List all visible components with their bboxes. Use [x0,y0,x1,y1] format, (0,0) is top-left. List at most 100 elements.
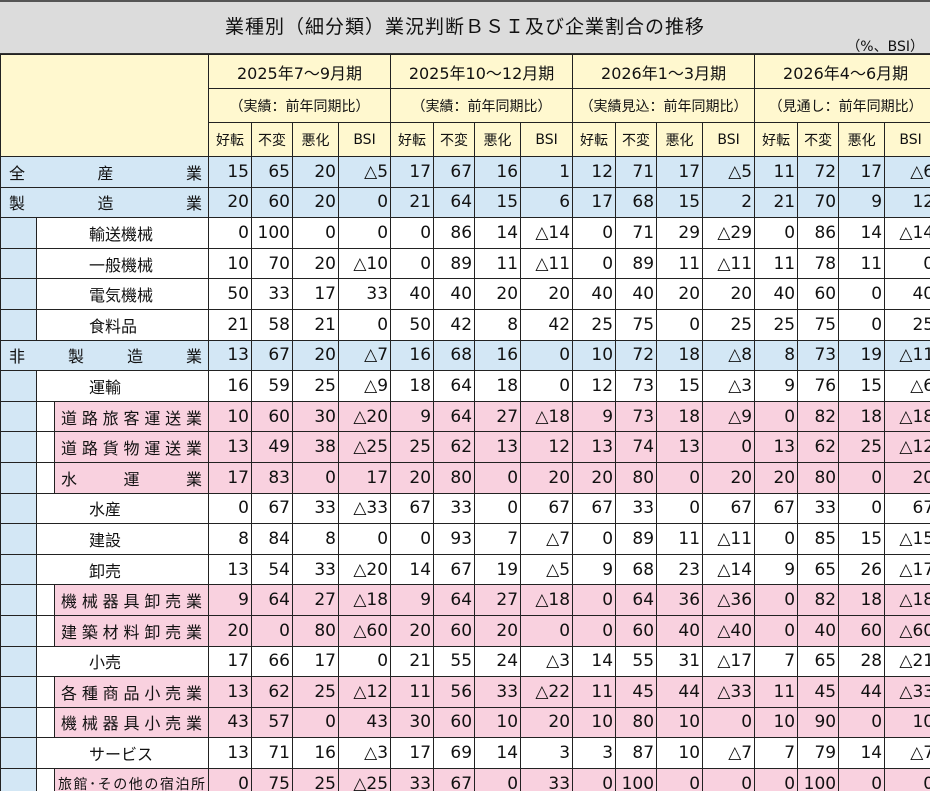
column-header: BSI [520,122,574,157]
value-cell: 67 [390,492,435,525]
value-cell: 10 [474,706,522,739]
value-cell: 80 [797,461,840,494]
value-cell: 74 [615,431,658,463]
value-cell: 10 [656,706,704,739]
title-bar: 業種別（細分類）業況判断ＢＳＩ及び企業割合の推移 （%、BSI） [0,0,930,55]
value-cell: 11 [754,156,799,188]
period-header: 2026年1～3月期 [572,54,756,89]
value-cell: 85 [797,523,840,555]
value-cell: 0 [884,247,930,280]
value-cell: 20 [702,461,756,494]
value-cell: 21 [292,308,339,341]
value-cell: △11 [702,523,756,555]
value-cell: 9 [754,553,799,586]
value-cell: 62 [251,676,293,708]
value-cell: 64 [433,400,476,433]
value-cell: 18 [656,400,704,433]
value-cell: 25 [884,308,930,341]
value-cell: 0 [292,217,339,249]
value-cell: 20 [292,339,339,372]
value-cell: 13 [208,553,252,586]
value-cell: 0 [520,339,574,372]
table-row: 電気機械5033173340402020404020204060040 [0,278,930,310]
value-cell: 0 [337,645,392,678]
value-cell: 17 [292,645,339,678]
value-cell: 8 [754,339,799,372]
value-cell: 67 [433,156,476,188]
row-label-cell: 小売 [0,645,209,678]
value-cell: 60 [251,400,293,433]
value-cell: 100 [251,217,293,249]
value-cell: 65 [251,156,293,188]
value-cell: 68 [615,186,658,219]
value-cell: 60 [797,278,840,310]
value-cell: 40 [754,278,799,310]
value-cell: △11 [702,247,756,280]
value-cell: △12 [884,431,930,463]
value-cell: 3 [572,737,617,769]
value-cell: 10 [208,400,252,433]
value-cell: 45 [797,676,840,708]
value-cell: 90 [797,706,840,739]
value-cell: △12 [337,676,392,708]
value-cell: 60 [433,614,476,647]
value-cell: 64 [433,186,476,219]
value-cell: 70 [797,186,840,219]
value-cell: 86 [433,217,476,249]
value-cell: 19 [838,339,886,372]
value-cell: 0 [337,186,392,219]
value-cell: △18 [884,584,930,616]
value-cell: 60 [433,706,476,739]
value-cell: △9 [337,370,392,402]
value-cell: 56 [433,676,476,708]
value-cell: 33 [337,278,392,310]
value-cell: 64 [433,370,476,402]
value-cell: 23 [656,553,704,586]
value-cell: 11 [754,676,799,708]
value-cell: 11 [474,247,522,280]
value-cell: 20 [292,247,339,280]
row-label: 一般機械 [89,255,154,275]
value-cell: △20 [337,553,392,586]
value-cell: 17 [390,737,435,769]
value-cell: 100 [797,767,840,791]
value-cell: 8 [474,308,522,341]
value-cell: 14 [838,217,886,249]
value-cell: 9 [208,584,252,616]
value-cell: 33 [520,767,574,791]
value-cell: 10 [754,706,799,739]
period-basis: （実績：前年同期比） [207,88,392,123]
value-cell: 13 [656,431,704,463]
value-cell: 8 [208,523,252,555]
value-cell: 68 [433,339,476,372]
row-label: 建築材料卸売業 [61,622,202,642]
value-cell: 30 [292,400,339,433]
value-cell: 27 [292,584,339,616]
value-cell: 17 [572,186,617,219]
value-cell: 17 [390,156,435,188]
value-cell: △3 [702,370,756,402]
value-cell: 0 [754,400,799,433]
value-cell: 59 [251,370,293,402]
value-cell: 16 [292,737,339,769]
value-cell: 54 [251,553,293,586]
value-cell: 16 [208,370,252,402]
value-cell: 13 [208,676,252,708]
column-header: 悪化 [656,122,704,157]
value-cell: 18 [656,339,704,372]
period-basis: （実績見込：前年同期比） [572,88,756,123]
value-cell: 17 [838,156,886,188]
value-cell: 13 [754,431,799,463]
value-cell: △6 [884,370,930,402]
value-cell: △7 [884,737,930,769]
value-cell: 17 [656,156,704,188]
period-header: 2026年4～6月期 [754,54,930,89]
value-cell: 15 [838,523,886,555]
value-cell: △11 [520,247,574,280]
value-cell: 33 [474,676,522,708]
value-cell: 17 [337,461,392,494]
row-label: 道路貨物運送業 [61,439,202,459]
value-cell: 14 [474,217,522,249]
